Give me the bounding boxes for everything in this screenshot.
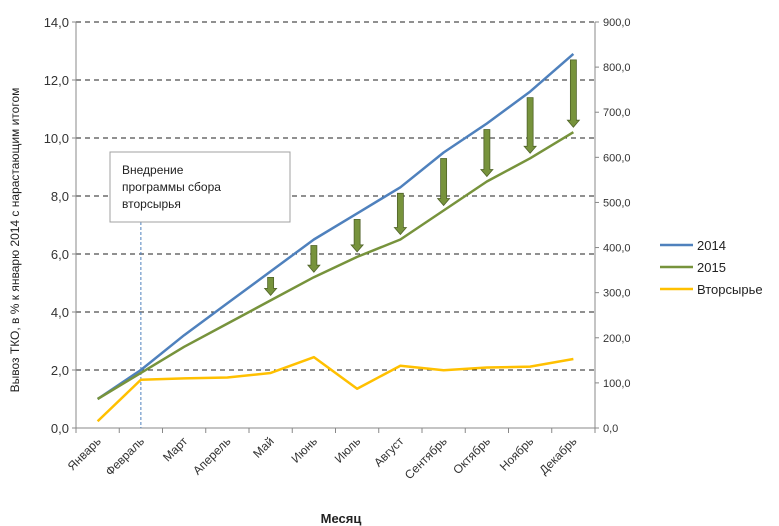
legend-label-2014: 2014 bbox=[697, 238, 726, 253]
left-tick-label: 8,0 bbox=[51, 189, 69, 204]
annotation-line: вторсырья bbox=[122, 197, 181, 211]
difference-arrow bbox=[566, 59, 581, 128]
left-tick-label: 10,0 bbox=[44, 131, 69, 146]
category-label: Май bbox=[250, 434, 277, 461]
category-label: Аперель bbox=[190, 434, 233, 477]
left-tick-label: 14,0 bbox=[44, 15, 69, 30]
right-tick-label: 500,0 bbox=[603, 197, 631, 209]
series-line-2014 bbox=[96, 52, 575, 401]
series-lines bbox=[96, 52, 575, 423]
right-tick-label: 600,0 bbox=[603, 152, 631, 164]
series-line-2015 bbox=[96, 131, 575, 401]
difference-arrow bbox=[480, 129, 494, 178]
series-line-Вторсырье bbox=[96, 355, 574, 423]
axes bbox=[75, 22, 596, 433]
category-label: Ноябрь bbox=[497, 434, 536, 473]
category-label: Сентябрь bbox=[402, 434, 450, 482]
left-tick-label: 12,0 bbox=[44, 73, 69, 88]
legend-label-2015: 2015 bbox=[697, 260, 726, 275]
right-tick-label: 300,0 bbox=[603, 288, 631, 300]
annotation-line: Внедрение bbox=[122, 163, 184, 177]
category-label: Июнь bbox=[289, 434, 320, 465]
difference-arrow bbox=[263, 277, 278, 297]
category-label: Февраль bbox=[103, 434, 147, 478]
category-label: Июль bbox=[332, 434, 364, 466]
left-tick-label: 4,0 bbox=[51, 305, 69, 320]
category-label: Август bbox=[371, 434, 407, 470]
x-axis-title: Месяц bbox=[321, 511, 362, 526]
right-tick-label: 400,0 bbox=[603, 243, 631, 255]
difference-arrows bbox=[263, 59, 581, 297]
right-tick-label: 100,0 bbox=[603, 378, 631, 390]
category-label: Январь bbox=[65, 434, 104, 473]
left-tick-label: 0,0 bbox=[51, 421, 69, 436]
category-label: Март bbox=[160, 434, 191, 465]
category-label: Октябрь bbox=[450, 434, 493, 477]
right-tick-label: 0,0 bbox=[603, 423, 618, 435]
left-tick-label: 2,0 bbox=[51, 363, 69, 378]
left-tick-label: 6,0 bbox=[51, 247, 69, 262]
y-axis-title: Вывоз ТКО, в % к январю 2014 с нарастающ… bbox=[8, 88, 22, 393]
right-y-axis-ticks: 0,0 100,0 200,0 300,0 400,0 500,0 600,0 700,0 80… bbox=[595, 17, 631, 435]
difference-arrow bbox=[523, 97, 537, 154]
legend: 2014 2015 Вторсырье bbox=[660, 238, 763, 297]
difference-arrow bbox=[393, 192, 408, 236]
right-tick-label: 900,0 bbox=[603, 17, 631, 29]
annotation-box: Внедрение программы сбора вторсырья bbox=[109, 151, 291, 223]
difference-arrow bbox=[307, 245, 321, 273]
legend-label-Вторсырье: Вторсырье bbox=[697, 282, 763, 297]
difference-arrow bbox=[436, 158, 451, 207]
category-label: Декабрь bbox=[537, 434, 580, 477]
difference-arrow bbox=[350, 219, 364, 253]
right-tick-label: 200,0 bbox=[603, 333, 631, 345]
annotation-line: программы сбора bbox=[122, 180, 221, 194]
left-y-axis-ticks: 0,0 2,0 4,0 6,0 8,0 10,0 12,0 14,0 bbox=[44, 15, 76, 436]
annotation-frame bbox=[109, 151, 291, 223]
grid-lines bbox=[76, 21, 595, 371]
right-tick-label: 800,0 bbox=[603, 62, 631, 74]
right-tick-label: 700,0 bbox=[603, 107, 631, 119]
